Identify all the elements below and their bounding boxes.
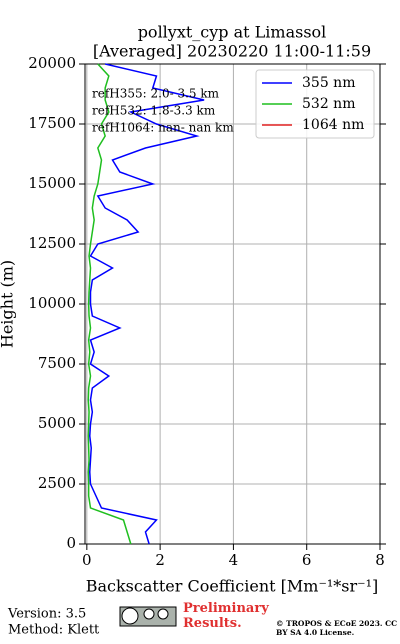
notice-box: Preliminary Results. (183, 601, 269, 631)
y-tick-label: 0 (66, 534, 76, 552)
x-tick-label: 8 (375, 551, 385, 569)
y-tick-label: 15000 (28, 174, 76, 192)
version: Version: 3.5 (7, 607, 86, 622)
legend-label: 355 nm (302, 75, 355, 91)
profile-line (87, 63, 132, 545)
y-tick-label: 12500 (28, 234, 76, 252)
y-tick-label: 17500 (28, 114, 76, 132)
legend-label: 1064 nm (302, 117, 364, 133)
y-axis-label: Height (m) (0, 260, 17, 348)
method: Method: Klett (8, 623, 100, 638)
cc-logo (119, 606, 177, 627)
chart-title: pollyxt_cyp at Limassol (138, 23, 327, 42)
plot-frame (84, 63, 381, 545)
profile-line (89, 63, 205, 545)
x-tick-label: 0 (82, 551, 92, 569)
license-box: © TROPOS & ECoE 2023. CC BY SA 4.0 Licen… (276, 619, 398, 637)
x-tick-label: 4 (229, 551, 239, 569)
license: © TROPOS & ECoE 2023. CC BY SA 4.0 Licen… (276, 619, 398, 637)
annotation: refH532: 1.8-3.3 km (92, 104, 216, 118)
x-tick-label: 2 (155, 551, 165, 569)
y-tick-label: 7500 (38, 354, 76, 372)
x-tick-label: 6 (302, 551, 312, 569)
annotation: refH1064: nan- nan km (92, 121, 234, 135)
y-tick-label: 10000 (28, 294, 76, 312)
x-axis-label: Backscatter Coefficient [Mm⁻¹*sr⁻¹] (86, 577, 379, 596)
y-tick-label: 20000 (28, 54, 76, 72)
chart-subtitle: [Averaged] 20230220 11:00-11:59 (93, 42, 371, 61)
annotation: refH355: 2.0- 3.5 km (92, 87, 220, 101)
legend-label: 532 nm (302, 96, 355, 112)
y-tick-label: 5000 (38, 414, 76, 432)
legend-box (255, 69, 375, 139)
notice: Preliminary Results. (183, 601, 269, 631)
y-tick-label: 2500 (38, 474, 76, 492)
